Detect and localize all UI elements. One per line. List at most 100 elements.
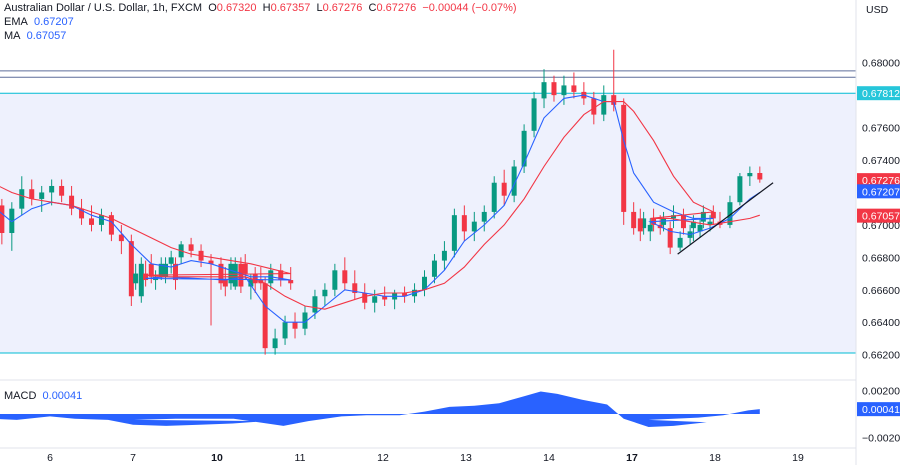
candle-body [637, 218, 643, 232]
candle-body [228, 263, 234, 284]
candle-body [680, 215, 686, 229]
candle-body [690, 221, 696, 229]
candle-body [451, 215, 457, 251]
candle-body [238, 263, 244, 287]
candle-body [601, 95, 607, 115]
candle-body [49, 185, 55, 193]
macd-pane [0, 379, 856, 427]
time-tick-label: 12 [377, 452, 389, 464]
symbol-title: Australian Dollar / U.S. Dollar, 1h, FXC… [4, 2, 203, 14]
ema-legend[interactable]: EMA 0.67207 [4, 16, 74, 28]
time-tick-label: 18 [709, 452, 721, 464]
candle-body [242, 263, 248, 274]
candle-body [108, 215, 114, 235]
candle-body [302, 312, 308, 329]
ma-label: MA [4, 30, 21, 42]
time-tick-label: 14 [543, 452, 555, 464]
candle-body [382, 296, 388, 300]
candle-body [491, 182, 497, 212]
candle-body [29, 189, 35, 199]
candle-body [173, 263, 178, 281]
time-axis[interactable]: 6 7 10 11 12 13 14 17 18 19 [0, 447, 856, 464]
ma-line [0, 101, 760, 310]
candle-body [272, 338, 278, 349]
horizontal-levels [0, 70, 856, 354]
macd-legend[interactable]: MACD 0.00041 [4, 390, 82, 402]
candle-body [667, 228, 673, 248]
candle-body [747, 172, 753, 177]
candle-body [710, 211, 716, 219]
candle-body [647, 224, 653, 232]
candle-body [0, 205, 5, 234]
candle-body [288, 280, 294, 284]
ema-value: 0.67207 [33, 16, 74, 28]
price-tick-label: 0.66600 [862, 285, 900, 297]
macd-tick-label: −0.00200 [862, 433, 900, 445]
candle-body [561, 85, 567, 96]
time-tick-label: 19 [792, 452, 804, 464]
candle-body [218, 263, 224, 284]
candle-body [163, 263, 169, 277]
trendline [677, 182, 774, 255]
candle-body [541, 82, 547, 99]
ema-label: EMA [4, 16, 28, 28]
price-tick-label: 0.66800 [862, 252, 900, 264]
price-tick-label: 0.66200 [862, 350, 900, 362]
candle-body [252, 273, 258, 284]
candle-body [79, 208, 85, 219]
symbol-legend[interactable]: Australian Dollar / U.S. Dollar, 1h, FXC… [4, 2, 517, 14]
price-tag-label: 0.67057 [862, 211, 900, 223]
candle-body [591, 98, 597, 115]
high-label: H [262, 2, 271, 14]
candle-body [481, 211, 487, 222]
candle-body [402, 293, 408, 297]
close-label: C [368, 2, 377, 14]
price-axis[interactable]: USD0.680000.678000.676000.674000.672000.… [855, 0, 900, 465]
candle-body [168, 257, 174, 264]
time-tick-label: 10 [211, 452, 223, 464]
price-tick-label: 0.67600 [862, 123, 900, 135]
candle-body [148, 263, 154, 277]
candle-body [531, 98, 537, 131]
candle-body [342, 270, 348, 284]
candle-body [143, 273, 149, 281]
candle-body [677, 237, 683, 248]
ma-value: 0.67057 [26, 30, 67, 42]
candle-body [431, 260, 437, 277]
candle-body [282, 322, 288, 339]
time-tick-label: 6 [47, 452, 53, 464]
low-value: 0.67276 [322, 2, 363, 14]
currency-label: USD [866, 4, 889, 16]
ma-legend[interactable]: MA 0.67057 [4, 30, 66, 42]
candle-body [332, 270, 338, 290]
candle-body [641, 218, 647, 229]
macd-tag-bg [857, 402, 900, 417]
candle-body [138, 263, 144, 297]
candle-body [248, 280, 254, 287]
macd-tick-label: 0.00200 [862, 385, 900, 397]
macd-value: 0.00041 [42, 390, 83, 402]
moving-average-lines [0, 94, 761, 323]
candle-body [757, 172, 763, 180]
candle-body [461, 215, 467, 232]
candle-body [422, 276, 427, 290]
candle-body [208, 260, 214, 264]
candle-body [98, 215, 104, 225]
change-value: −0.00044 (−0.07%) [422, 2, 517, 14]
candle-body [631, 211, 637, 229]
time-tick-label: 13 [460, 452, 472, 464]
candle-body [521, 130, 527, 167]
candle-body [511, 166, 517, 196]
candle-body [118, 234, 124, 242]
candle-body [671, 215, 676, 219]
candle-body [222, 280, 228, 287]
candle-body [727, 202, 733, 225]
candle-body [551, 82, 557, 96]
candle-body [232, 263, 238, 287]
price-tag-bg [857, 208, 900, 223]
candle-body [700, 211, 706, 222]
candle-body [441, 250, 447, 261]
candle-body [661, 218, 667, 225]
time-tick-label: 17 [626, 452, 638, 464]
